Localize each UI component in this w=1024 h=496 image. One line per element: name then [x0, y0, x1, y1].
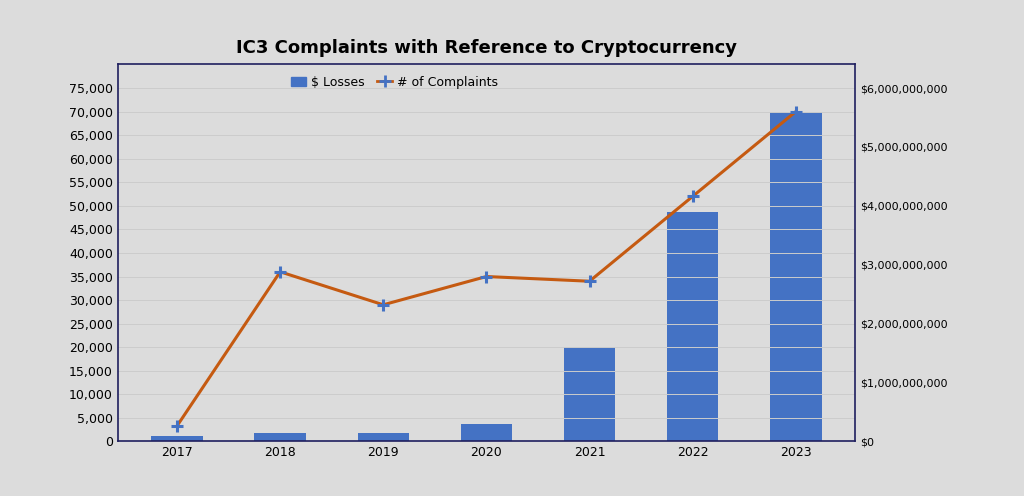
# of Complaints — [584, 278, 596, 284]
Bar — [564, 347, 615, 441]
# of Complaints — [480, 274, 493, 280]
# of Complaints — [790, 109, 802, 115]
# of Complaints — [686, 193, 698, 199]
Legend: $ Losses, # of Complaints: $ Losses, # of Complaints — [287, 71, 504, 94]
# of Complaints — [377, 302, 389, 308]
Bar — [667, 212, 719, 441]
Bar — [770, 112, 821, 441]
Title: IC3 Complaints with Reference to Cryptocurrency: IC3 Complaints with Reference to Cryptoc… — [236, 39, 737, 58]
Bar — [152, 436, 203, 441]
Bar — [357, 433, 409, 441]
Bar — [254, 433, 306, 441]
# of Complaints — [274, 269, 287, 275]
# of Complaints — [171, 423, 183, 429]
Bar — [461, 424, 512, 441]
Line: # of Complaints: # of Complaints — [171, 105, 802, 432]
